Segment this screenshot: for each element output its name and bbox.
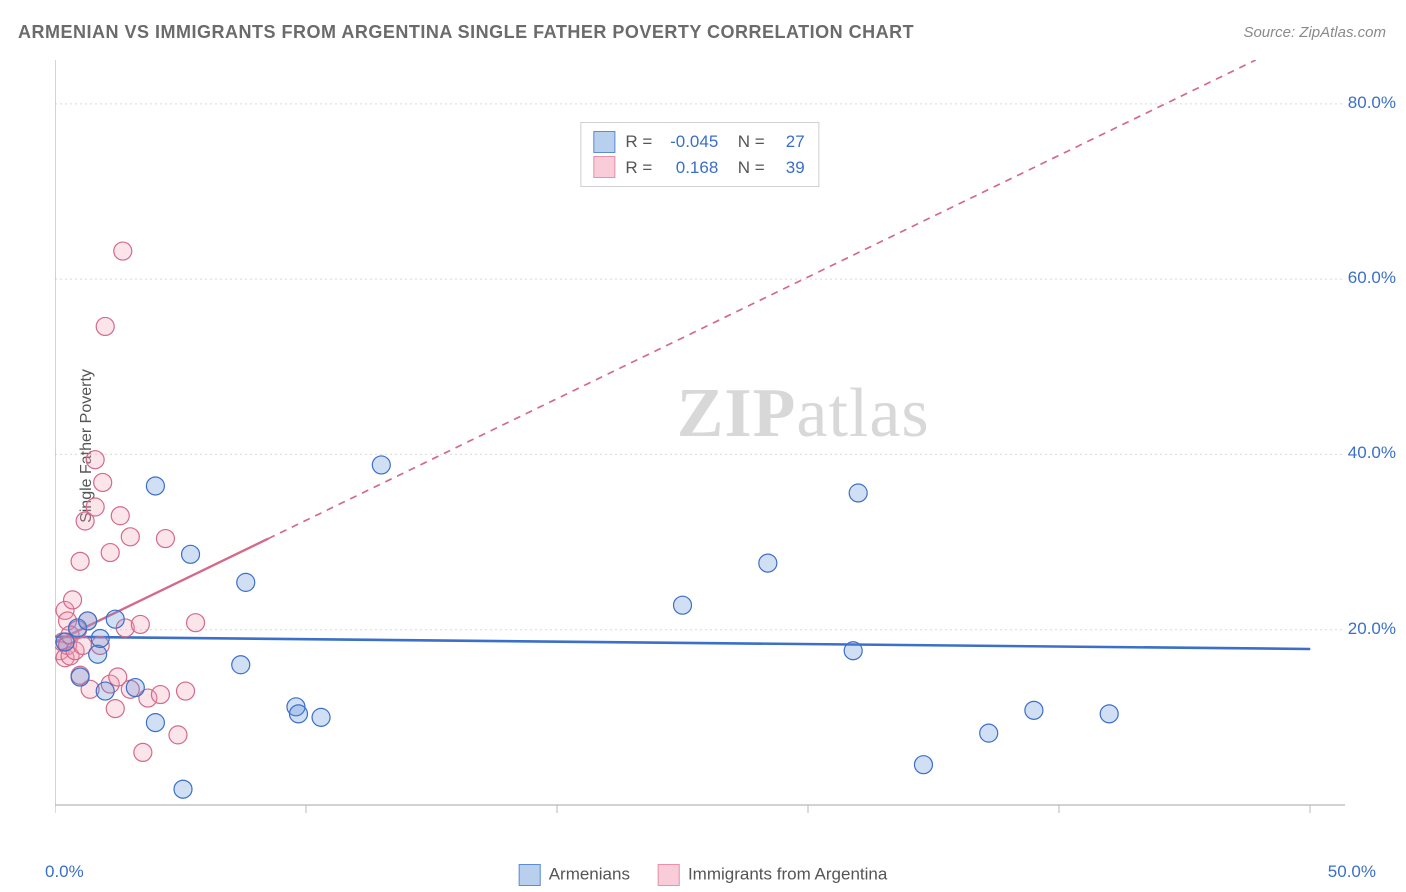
legend-swatch-icon [593,156,615,178]
y-tick-label: 60.0% [1348,268,1396,288]
stats-n-label: N = [728,129,764,155]
legend-label: Immigrants from Argentina [688,864,887,883]
stats-r-label: R = [625,129,652,155]
chart-title: ARMENIAN VS IMMIGRANTS FROM ARGENTINA SI… [18,22,914,43]
stats-n-label: N = [728,155,764,181]
stats-r-value: 0.168 [662,155,718,181]
y-tick-label: 80.0% [1348,93,1396,113]
stats-r-label: R = [625,155,652,181]
stats-legend-row: R = 0.168 N = 39 [593,155,804,181]
legend-swatch-icon [519,864,541,886]
source-attribution: Source: ZipAtlas.com [1243,24,1386,41]
series-legend: Armenians Immigrants from Argentina [519,864,888,886]
stats-legend-row: R = -0.045 N = 27 [593,129,804,155]
chart-container: ARMENIAN VS IMMIGRANTS FROM ARGENTINA SI… [0,0,1406,892]
legend-item: Armenians [519,864,630,886]
legend-item: Immigrants from Argentina [658,864,887,886]
stats-n-value: 39 [775,155,805,181]
legend-swatch-icon [658,864,680,886]
x-tick-label: 0.0% [45,862,84,882]
legend-swatch-icon [593,131,615,153]
stats-n-value: 27 [775,129,805,155]
stats-legend: R = -0.045 N = 27 R = 0.168 N = 39 [580,122,819,187]
legend-label: Armenians [549,864,630,883]
y-tick-label: 40.0% [1348,443,1396,463]
stats-r-value: -0.045 [662,129,718,155]
y-tick-label: 20.0% [1348,619,1396,639]
x-tick-label: 50.0% [1328,862,1376,882]
plot-area: ZIPatlas R = -0.045 N = 27 R = 0.168 N =… [55,60,1345,830]
